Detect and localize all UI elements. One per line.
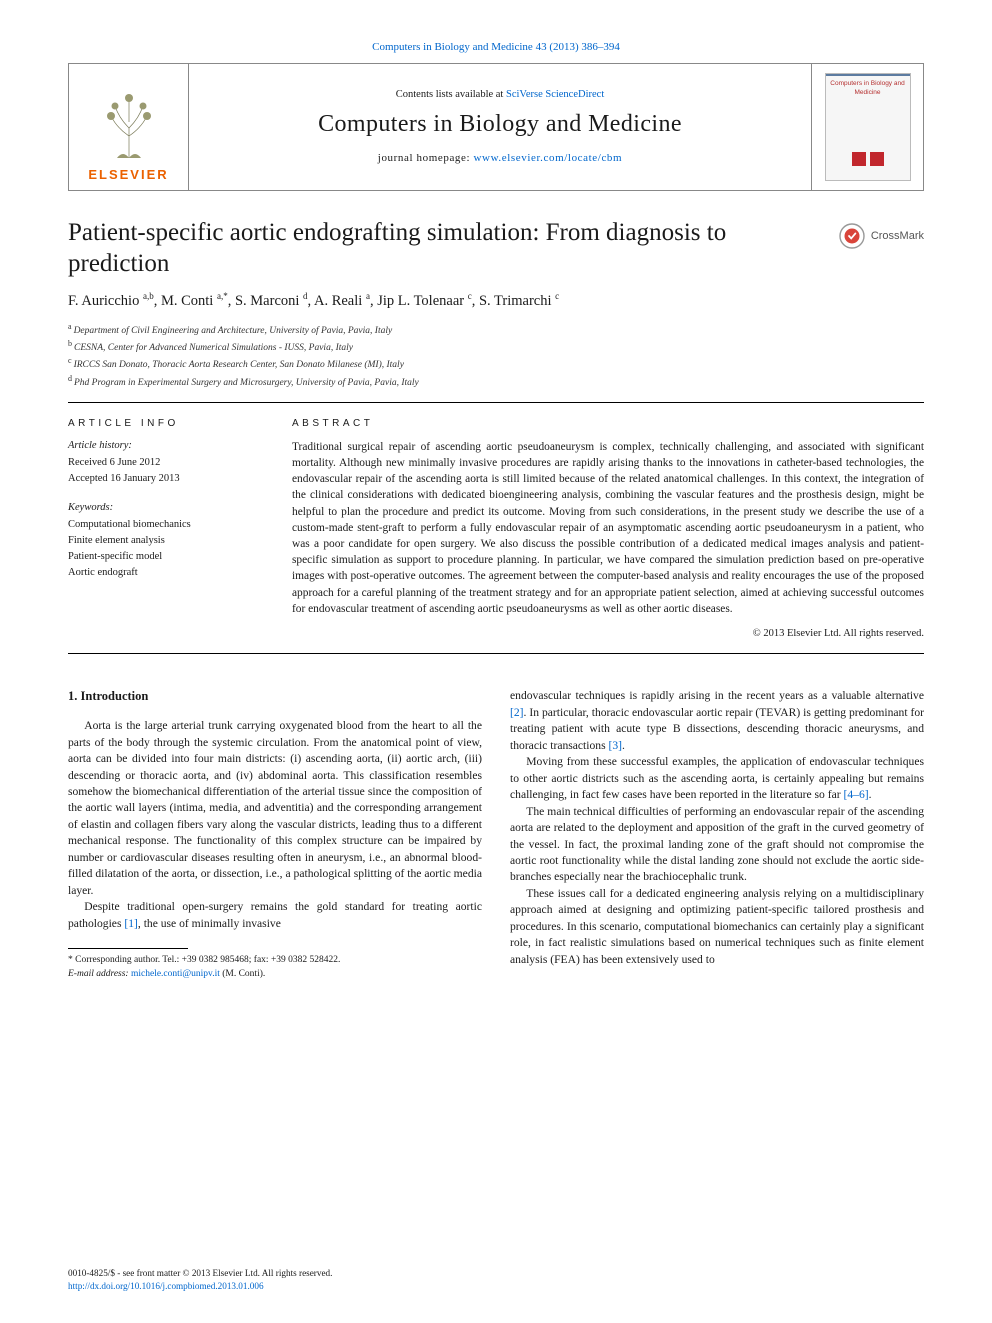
front-matter-line: 0010-4825/$ - see front matter © 2013 El… bbox=[68, 1267, 332, 1280]
elsevier-tree-icon bbox=[89, 88, 169, 162]
journal-homepage-link[interactable]: www.elsevier.com/locate/cbm bbox=[474, 152, 623, 164]
footnote-divider bbox=[68, 948, 188, 949]
cover-square-icon bbox=[852, 152, 866, 166]
body-text: . In particular, thoracic endovascular a… bbox=[510, 706, 924, 752]
contents-prefix: Contents lists available at bbox=[396, 89, 506, 100]
body-paragraph: Despite traditional open-surgery remains… bbox=[68, 899, 482, 932]
cover-thumb-title: Computers in Biology and Medicine bbox=[826, 80, 910, 98]
cover-square-icon bbox=[870, 152, 884, 166]
body-text: . bbox=[622, 739, 625, 752]
abstract-text: Traditional surgical repair of ascending… bbox=[292, 439, 924, 617]
keyword: Aortic endograft bbox=[68, 565, 264, 581]
article-info-label: article info bbox=[68, 417, 264, 431]
page-footer: 0010-4825/$ - see front matter © 2013 El… bbox=[68, 1267, 332, 1293]
corresponding-author: * Corresponding author. Tel.: +39 0382 9… bbox=[68, 954, 482, 968]
received-date: Received 6 June 2012 bbox=[68, 455, 264, 471]
doi-link[interactable]: http://dx.doi.org/10.1016/j.compbiomed.2… bbox=[68, 1281, 264, 1291]
body-paragraph: These issues call for a dedicated engine… bbox=[510, 886, 924, 968]
history-head: Article history: bbox=[68, 439, 264, 453]
cover-thumb-cell: Computers in Biology and Medicine bbox=[811, 64, 923, 190]
affiliation-line: aDepartment of Civil Engineering and Arc… bbox=[68, 321, 924, 338]
contents-available-line: Contents lists available at SciVerse Sci… bbox=[396, 88, 604, 102]
abstract-copyright: © 2013 Elsevier Ltd. All rights reserved… bbox=[292, 627, 924, 641]
keyword: Patient-specific model bbox=[68, 549, 264, 565]
issue-reference-link[interactable]: Computers in Biology and Medicine 43 (20… bbox=[372, 41, 620, 53]
crossmark-icon bbox=[839, 223, 865, 249]
publisher-name: ELSEVIER bbox=[88, 166, 168, 184]
sciencedirect-link[interactable]: SciVerse ScienceDirect bbox=[506, 89, 604, 100]
affiliations: aDepartment of Civil Engineering and Arc… bbox=[68, 321, 924, 391]
keywords-head: Keywords: bbox=[68, 501, 264, 515]
journal-cover-thumb: Computers in Biology and Medicine bbox=[825, 73, 911, 181]
divider bbox=[68, 653, 924, 654]
abstract: abstract Traditional surgical repair of … bbox=[292, 417, 924, 641]
body-paragraph: Moving from these successful examples, t… bbox=[510, 754, 924, 803]
keyword: Finite element analysis bbox=[68, 533, 264, 549]
journal-header-center: Contents lists available at SciVerse Sci… bbox=[189, 64, 811, 190]
body-text: . bbox=[869, 788, 872, 801]
article-info: article info Article history: Received 6… bbox=[68, 417, 264, 641]
crossmark-label: CrossMark bbox=[871, 229, 924, 244]
citation-link[interactable]: [1] bbox=[124, 917, 138, 930]
crossmark-badge[interactable]: CrossMark bbox=[839, 223, 924, 249]
keyword: Computational biomechanics bbox=[68, 517, 264, 533]
body-columns: 1. Introduction Aorta is the large arter… bbox=[68, 688, 924, 981]
body-paragraph: The main technical difficulties of perfo… bbox=[510, 804, 924, 886]
email-owner: (M. Conti). bbox=[222, 969, 265, 979]
issue-reference: Computers in Biology and Medicine 43 (20… bbox=[68, 40, 924, 55]
body-paragraph: endovascular techniques is rapidly arisi… bbox=[510, 688, 924, 754]
keywords-block: Keywords: Computational biomechanicsFini… bbox=[68, 501, 264, 580]
author-list: F. Auricchio a,b, M. Conti a,*, S. Marco… bbox=[68, 290, 924, 311]
citation-link[interactable]: [4–6] bbox=[844, 788, 869, 801]
publisher-cell: ELSEVIER bbox=[69, 64, 189, 190]
affiliation-line: dPhd Program in Experimental Surgery and… bbox=[68, 373, 924, 390]
affiliation-line: bCESNA, Center for Advanced Numerical Si… bbox=[68, 338, 924, 355]
title-row: Patient-specific aortic endografting sim… bbox=[68, 217, 924, 280]
footnote: * Corresponding author. Tel.: +39 0382 9… bbox=[68, 948, 482, 982]
abstract-label: abstract bbox=[292, 417, 924, 431]
journal-name: Computers in Biology and Medicine bbox=[318, 108, 682, 141]
corresponding-email-link[interactable]: michele.conti@unipv.it bbox=[131, 969, 220, 979]
accepted-date: Accepted 16 January 2013 bbox=[68, 471, 264, 487]
citation-link[interactable]: [3] bbox=[609, 739, 623, 752]
affiliation-line: cIRCCS San Donato, Thoracic Aorta Resear… bbox=[68, 355, 924, 372]
journal-homepage-line: journal homepage: www.elsevier.com/locat… bbox=[378, 151, 622, 166]
body-text: , the use of minimally invasive bbox=[138, 917, 281, 930]
homepage-prefix: journal homepage: bbox=[378, 152, 474, 164]
article-history: Article history: Received 6 June 2012 Ac… bbox=[68, 439, 264, 487]
body-paragraph: Aorta is the large arterial trunk carryi… bbox=[68, 718, 482, 899]
citation-link[interactable]: [2] bbox=[510, 706, 524, 719]
info-abstract-row: article info Article history: Received 6… bbox=[68, 403, 924, 653]
section-heading-intro: 1. Introduction bbox=[68, 688, 482, 706]
body-text: endovascular techniques is rapidly arisi… bbox=[510, 689, 924, 702]
email-label: E-mail address: bbox=[68, 969, 129, 979]
article-title: Patient-specific aortic endografting sim… bbox=[68, 217, 823, 280]
journal-header: ELSEVIER Contents lists available at Sci… bbox=[68, 63, 924, 191]
